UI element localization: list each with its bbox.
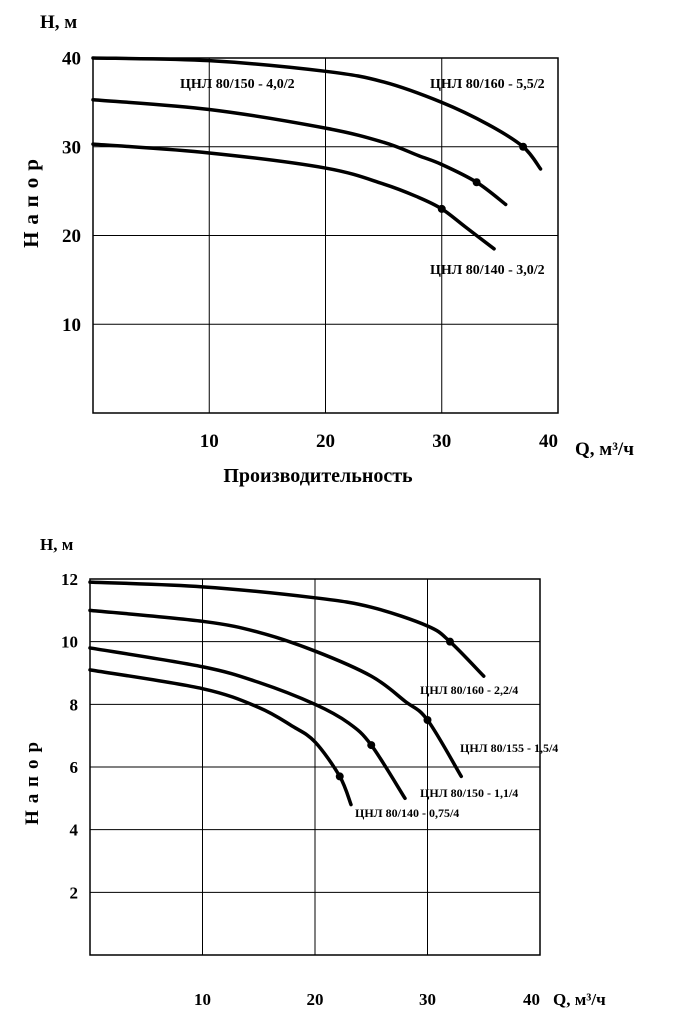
- y-axis-title: Напор: [22, 735, 43, 825]
- series-label: ЦНЛ 80/160 - 5,5/2: [430, 77, 545, 92]
- y-tick-label: 2: [70, 883, 79, 902]
- series-label: ЦНЛ 80/140 - 3,0/2: [430, 263, 545, 278]
- y-tick-label: 20: [62, 226, 81, 247]
- y-tick-label: 6: [70, 758, 79, 777]
- x-unit-label: Q, м³/ч: [553, 990, 606, 1009]
- y-tick-label: 12: [61, 570, 78, 589]
- series-label: ЦНЛ 80/150 - 1,1/4: [420, 786, 518, 800]
- x-axis-title: Производительность: [223, 465, 413, 487]
- chart-2: 10 20 30 40 2 4 6 8 10 12 H, м Q, м³/ч Напор Производ…: [22, 535, 606, 1023]
- operating-point-marker: [367, 741, 376, 750]
- x-tick-label: 40: [523, 990, 540, 1009]
- y-tick-label: 10: [62, 315, 81, 336]
- series-curve: [91, 142, 496, 251]
- x-tick-label: 10: [194, 990, 211, 1009]
- series-curve: [88, 668, 353, 807]
- x-tick-label: 20: [316, 431, 335, 452]
- series-label: ЦНЛ 80/150 - 4,0/2: [180, 77, 295, 92]
- y-unit-label: H, м: [40, 535, 74, 554]
- operating-point-marker: [437, 204, 446, 213]
- y-tick-label: 8: [70, 695, 79, 714]
- series-curve: [88, 580, 486, 678]
- x-unit-label: Q, м³/ч: [575, 439, 634, 460]
- x-axis-title: Производительность: [235, 1021, 406, 1023]
- series-label: ЦНЛ 80/160 - 2,2/4: [420, 683, 518, 697]
- y-tick-label: 4: [70, 821, 79, 840]
- y-tick-label: 40: [62, 49, 81, 70]
- y-tick-label: 30: [62, 137, 81, 158]
- operating-point-marker: [519, 142, 528, 151]
- x-tick-label: 30: [419, 990, 436, 1009]
- series-label: ЦНЛ 80/140 - 0,75/4: [355, 806, 459, 820]
- series-curve: [88, 608, 463, 779]
- series-curve: [91, 56, 543, 171]
- x-tick-label: 30: [432, 431, 451, 452]
- y-unit-label: H, м: [40, 12, 77, 33]
- y-tick-label: 10: [61, 633, 78, 652]
- operating-point-marker: [472, 178, 481, 187]
- x-tick-label: 20: [307, 990, 324, 1009]
- x-tick-label: 10: [200, 431, 219, 452]
- chart-1: 10 20 30 40 10 20 30 40 H, м Q, м³/ч Напор Производ…: [19, 12, 634, 487]
- operating-point-marker: [335, 772, 344, 781]
- series-label: ЦНЛ 80/155 - 1,5/4: [460, 741, 558, 755]
- series-curve: [91, 97, 508, 207]
- x-tick-label: 40: [539, 431, 558, 452]
- operating-point-marker: [446, 637, 454, 646]
- operating-point-marker: [423, 716, 432, 724]
- y-axis-title: Напор: [19, 152, 43, 248]
